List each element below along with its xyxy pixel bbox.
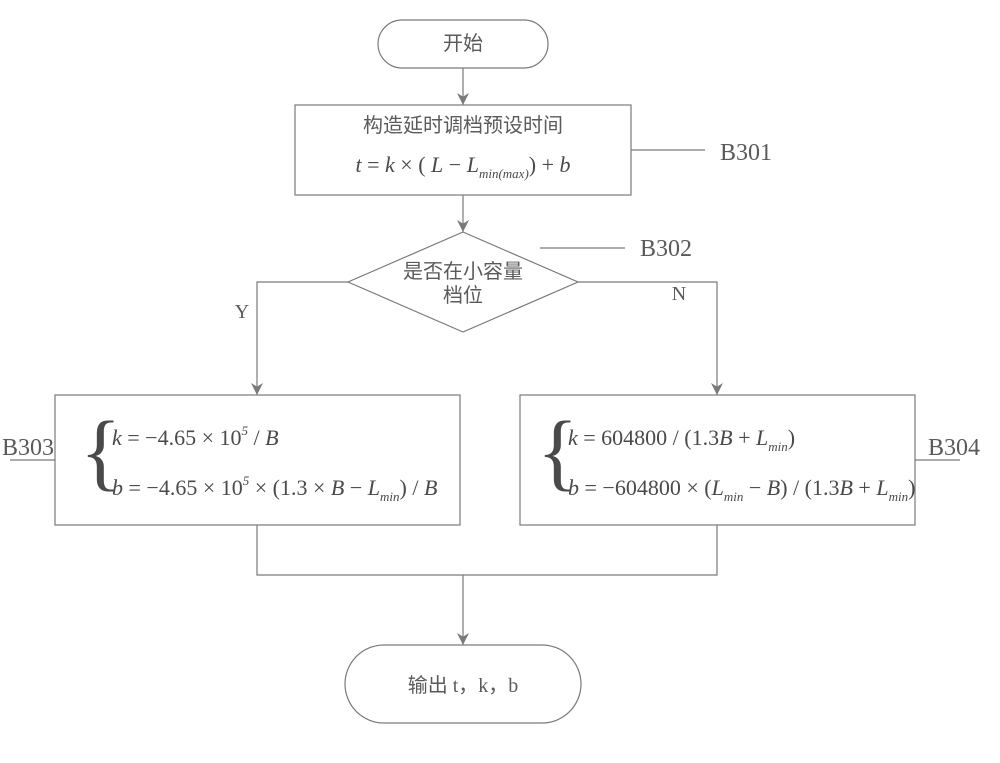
edge-y-label: Y: [235, 301, 249, 323]
edge-b302-b304: [578, 282, 717, 395]
b301-label: B301: [720, 140, 772, 166]
b303-eq-b: b = −4.65 × 105 × (1.3 × B − Lmin) / B: [112, 473, 437, 504]
edge-b302-b303: [257, 282, 348, 395]
b303-label: B303: [2, 435, 54, 461]
b302-label: B302: [640, 236, 692, 262]
b301-title: 构造延时调档预设时间: [363, 114, 563, 137]
edge-b303-merge: [257, 525, 463, 575]
flowchart-canvas: 开始 构造延时调档预设时间 t = k × ( L − Lmin(max)) +…: [0, 0, 1000, 763]
start-node: 开始: [378, 20, 548, 68]
b302-line2: 档位: [443, 284, 483, 307]
b303-node: { k = −4.65 × 105 / B b = −4.65 × 105 × …: [55, 395, 460, 525]
b302-line1: 是否在小容量: [403, 260, 523, 283]
end-node: 输出 t，k，b: [345, 645, 581, 723]
edge-b304-merge: [463, 525, 717, 575]
b301-node: 构造延时调档预设时间 t = k × ( L − Lmin(max)) + b: [295, 105, 631, 195]
edge-n-label: N: [672, 283, 686, 305]
b304-label: B304: [928, 435, 980, 461]
b304-eq-b: b = −604800 × (Lmin − B) / (1.3B + Lmin): [568, 475, 915, 504]
end-label: 输出 t，k，b: [408, 674, 519, 697]
b303-eq-k: k = −4.65 × 105 / B: [112, 423, 279, 450]
b302-node: 是否在小容量 档位: [348, 232, 578, 332]
b301-equation: t = k × ( L − Lmin(max)) + b: [355, 152, 570, 181]
b304-eq-k: k = 604800 / (1.3B + Lmin): [568, 425, 795, 454]
b304-node: { k = 604800 / (1.3B + Lmin) b = −604800…: [520, 395, 915, 525]
start-label: 开始: [443, 32, 483, 55]
